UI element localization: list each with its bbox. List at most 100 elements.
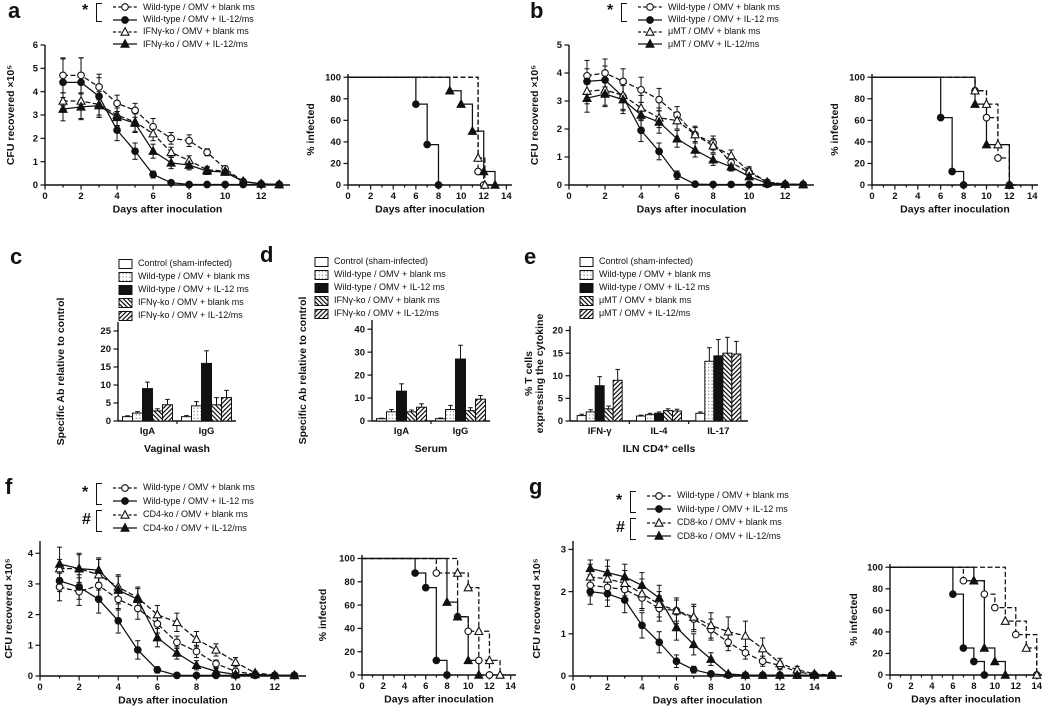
triangle-filled-marker [809,669,820,679]
triangle-filled-marker [250,668,261,679]
legend-label: μMT / OMV + IL-12/ms [599,308,691,318]
triangle-filled-marker [238,176,249,186]
bar [636,415,646,422]
circle-open-icon [637,2,663,12]
triangle-filled-marker [981,139,992,149]
triangle-open-marker [775,657,785,668]
svg-text:10: 10 [990,681,1001,692]
triangle-filled-marker [191,659,202,670]
chart-f-cfu: 0 1 2 3 4 0 2 4 6 8 10 12 Days after inoculation CFU … [0,516,318,711]
circle-open-marker [121,3,129,12]
svg-text:15: 15 [100,362,111,373]
triangle-open-marker [1031,669,1042,679]
svg-text:0: 0 [37,682,42,693]
triangle-filled-marker [723,668,734,678]
triangle-filled-marker [690,144,701,154]
x-axis-label: Days after inoculation [637,204,747,216]
bar [594,385,605,422]
triangle-open-marker [473,625,484,636]
svg-text:80: 80 [872,584,883,595]
tick-labels: 0 5 10 15 20 [552,326,563,427]
svg-text:100: 100 [325,72,341,83]
triangle-filled-marker [490,179,500,189]
legend-item: μMT / OMV + IL-12/ms [579,307,711,320]
svg-text:4: 4 [638,191,644,202]
y-axis-label: expressing the cytokine [534,314,546,434]
circle-filled-marker [421,583,430,592]
circle-filled-marker [583,77,591,86]
circle-filled-marker [745,180,753,189]
legend-item: CD8-ko / OMV + IL-12/ms [646,530,789,544]
triangle-open-marker [473,152,483,162]
triangle-filled-marker [970,98,980,108]
circle-open-marker [655,95,663,104]
legend-label: Wild-type / OMV + IL-12 ms [668,14,779,25]
panel-label-b: b [530,0,544,23]
triangle-filled-marker [708,154,719,164]
triangle-filled-marker [478,166,489,176]
triangle-open-marker [211,644,221,654]
y-axis-label: Specific Ab relative to control [297,297,309,445]
tick-labels: 0 20 40 60 80 100 0 2 4 6 8 10 12 14 [849,72,1038,202]
legend-item: CD4-ko / OMV + IL-12/ms [112,522,255,536]
svg-text:12: 12 [269,682,280,693]
bar [576,415,587,422]
panel-label-e: e [524,244,537,269]
x-axis-label: Days after inoculation [113,204,223,216]
triangle-filled-icon [112,38,138,49]
triangle-open-marker [672,115,683,125]
svg-text:2: 2 [561,587,566,598]
legend-item: Wild-type / OMV + blank ms [637,1,780,13]
svg-text:6: 6 [33,40,38,51]
circle-filled-marker [434,181,443,189]
significance-symbol: # [82,510,91,528]
legend-item: Wild-type / OMV + IL-12 ms [579,281,711,294]
triangle-filled-marker [1004,179,1015,189]
circle-open-marker [603,583,612,592]
legend-item: Wild-type / OMV + blank ms [314,268,446,281]
circle-open-marker [637,85,645,94]
x-axis-label: Days after inoculation [900,204,1010,216]
circle-filled-marker [970,657,978,666]
legend-label: IFNγ-ko / OMV + blank ms [138,297,244,307]
triangle-filled-marker [968,575,979,585]
svg-text:6: 6 [423,681,428,692]
triangle-open-marker [166,146,177,157]
legend-item: μMT / OMV + blank ms [579,294,711,307]
triangle-open-marker [452,567,463,577]
triangle-filled-marker [220,166,231,176]
triangle-filled-marker [444,85,455,95]
circle-filled-marker [936,113,945,122]
panel-f-legend: Wild-type / OMV + blank ms Wild-type / OM… [82,481,255,536]
hatch-back-icon [118,297,133,308]
c-ab-svg: 0 5 10 15 20 25 Specific Ab relative to contro… [55,298,236,455]
error-bars [584,65,680,180]
triangle-open-icon [646,517,672,528]
triangle-filled-marker [672,133,683,143]
tick-labels: 0 5 10 15 20 25 [100,326,111,427]
circle-filled-marker [432,656,441,665]
axes [371,320,490,422]
circle-filled-marker [185,180,193,189]
category-label: IgA [140,426,155,437]
triangle-filled-marker [456,98,467,108]
white-icon [118,258,133,269]
y-axis-label: % infected [305,103,317,156]
legend-item: μMT / OMV + IL-12/ms [637,38,780,50]
circle-filled-marker [727,180,735,189]
svg-text:10: 10 [230,682,241,693]
chart-a-cfu: 0 1 2 3 4 5 6 0 2 4 6 8 10 12 Days after inoculation CF… [2,26,310,224]
bar [386,411,397,422]
bar [722,352,733,422]
circle-open-marker [203,148,211,157]
svg-text:20: 20 [854,159,865,170]
svg-text:0: 0 [558,416,563,427]
legend-label: IFNγ-ko / OMV + blank ms [143,26,249,37]
svg-text:4: 4 [557,68,563,79]
bar [122,416,133,422]
triangle-open-marker [463,582,474,592]
svg-text:80: 80 [330,94,341,105]
chart-b-infected: 0 20 40 60 80 100 0 2 4 6 8 10 12 14 Days after inocul… [824,38,1046,230]
circle-filled-icon [637,15,663,25]
